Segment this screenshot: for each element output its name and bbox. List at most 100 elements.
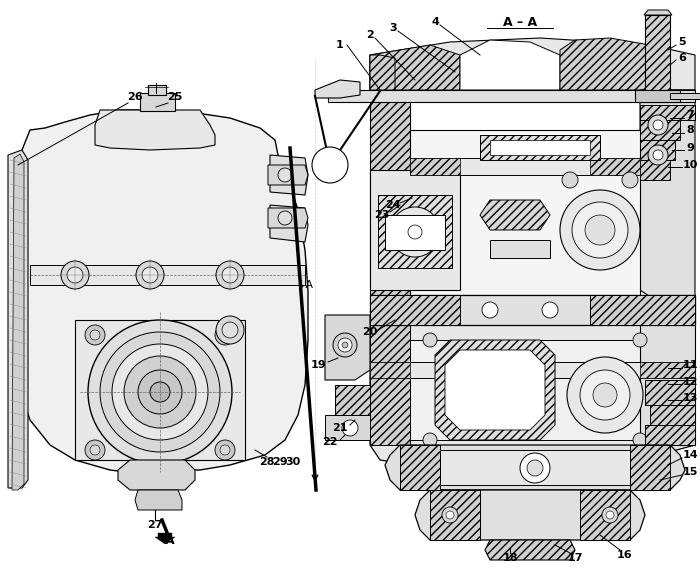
Circle shape [442, 507, 458, 523]
Text: 19: 19 [310, 360, 326, 370]
Polygon shape [370, 362, 410, 378]
Text: 5: 5 [678, 37, 686, 47]
Circle shape [67, 267, 83, 283]
Polygon shape [590, 295, 695, 325]
Circle shape [312, 147, 348, 183]
Circle shape [136, 261, 164, 289]
Circle shape [423, 333, 437, 347]
Polygon shape [118, 460, 195, 490]
Text: 22: 22 [322, 437, 337, 447]
Circle shape [593, 383, 617, 407]
Polygon shape [640, 325, 695, 445]
Circle shape [61, 261, 89, 289]
Circle shape [100, 332, 220, 452]
Circle shape [278, 211, 292, 225]
Polygon shape [400, 445, 440, 490]
Circle shape [527, 460, 543, 476]
Polygon shape [370, 295, 460, 325]
Text: 3: 3 [389, 23, 397, 33]
Circle shape [220, 330, 230, 340]
Polygon shape [644, 10, 672, 15]
Polygon shape [645, 15, 670, 90]
Polygon shape [325, 50, 695, 540]
Circle shape [602, 507, 618, 523]
Bar [148, 85, 166, 95]
Circle shape [580, 370, 630, 420]
Circle shape [215, 325, 235, 345]
Text: 13: 13 [682, 393, 698, 403]
Circle shape [542, 302, 558, 318]
Polygon shape [325, 415, 370, 440]
Polygon shape [410, 158, 640, 175]
Circle shape [633, 433, 647, 447]
Text: 9: 9 [686, 143, 694, 153]
Polygon shape [335, 385, 370, 415]
Polygon shape [378, 195, 452, 268]
Circle shape [220, 445, 230, 455]
Circle shape [278, 168, 292, 182]
Circle shape [423, 433, 437, 447]
Circle shape [482, 302, 498, 318]
Circle shape [333, 333, 357, 357]
Circle shape [446, 511, 454, 519]
Polygon shape [650, 405, 695, 425]
Polygon shape [135, 490, 182, 510]
Polygon shape [270, 155, 308, 195]
Circle shape [138, 370, 182, 414]
Text: 20: 20 [363, 327, 378, 337]
Circle shape [85, 325, 105, 345]
Polygon shape [370, 170, 460, 290]
Polygon shape [640, 120, 680, 140]
Text: 10: 10 [682, 160, 698, 170]
Circle shape [390, 207, 440, 257]
Polygon shape [640, 90, 695, 310]
Polygon shape [95, 110, 215, 150]
Polygon shape [445, 350, 545, 430]
Circle shape [90, 445, 100, 455]
Polygon shape [640, 362, 695, 378]
Polygon shape [315, 80, 360, 98]
Text: ↓А: ↓А [297, 280, 314, 290]
Text: 6: 6 [678, 53, 686, 63]
Text: 25: 25 [167, 92, 183, 102]
Circle shape [150, 382, 170, 402]
Polygon shape [430, 490, 480, 540]
Polygon shape [370, 325, 410, 445]
Circle shape [216, 316, 244, 344]
Circle shape [520, 453, 550, 483]
Polygon shape [440, 450, 630, 485]
Text: 11: 11 [682, 360, 698, 370]
Circle shape [648, 145, 668, 165]
Text: 18: 18 [503, 553, 518, 563]
Text: 1: 1 [336, 40, 344, 50]
Circle shape [124, 356, 196, 428]
Polygon shape [640, 295, 695, 445]
Polygon shape [325, 315, 370, 380]
Polygon shape [645, 425, 695, 445]
Polygon shape [460, 40, 560, 90]
Polygon shape [640, 105, 695, 120]
Circle shape [653, 150, 663, 160]
Circle shape [633, 333, 647, 347]
Polygon shape [268, 208, 308, 228]
Polygon shape [385, 215, 445, 250]
Polygon shape [435, 340, 555, 440]
Polygon shape [480, 135, 600, 160]
Text: 8: 8 [686, 125, 694, 135]
Circle shape [648, 115, 668, 135]
Polygon shape [415, 490, 645, 540]
Polygon shape [370, 38, 695, 90]
Polygon shape [370, 55, 395, 90]
Polygon shape [590, 158, 640, 175]
Circle shape [112, 344, 208, 440]
Circle shape [342, 342, 348, 348]
Polygon shape [370, 362, 695, 378]
Polygon shape [385, 445, 685, 490]
Text: 14: 14 [682, 450, 698, 460]
Polygon shape [640, 160, 670, 180]
Polygon shape [640, 140, 675, 160]
Polygon shape [268, 165, 308, 185]
Polygon shape [670, 93, 700, 99]
Polygon shape [8, 150, 28, 488]
Circle shape [562, 172, 578, 188]
